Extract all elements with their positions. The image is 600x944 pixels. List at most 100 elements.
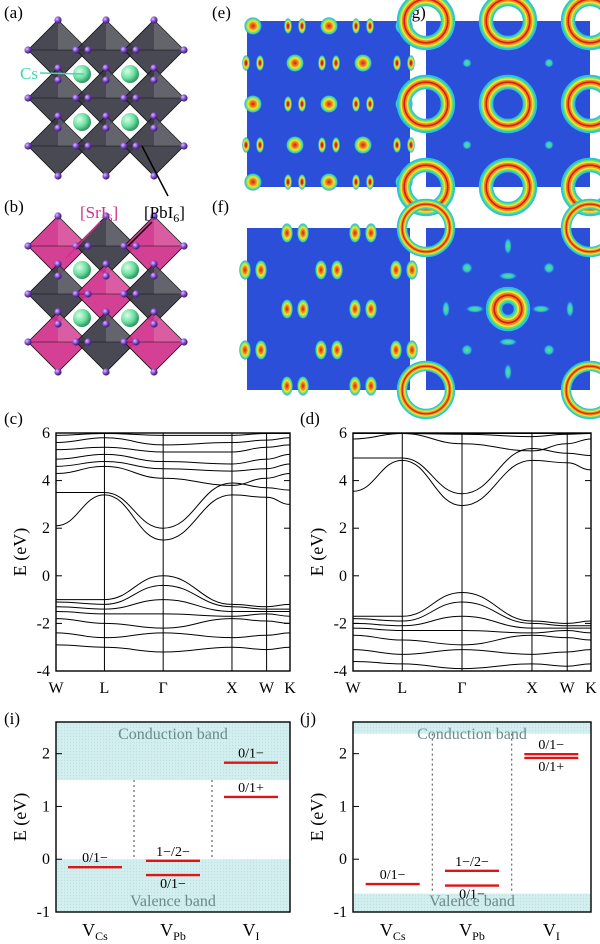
density-spot: [242, 55, 250, 71]
density-ring: [480, 159, 536, 215]
density-spot: [354, 136, 372, 154]
y-tick-label: 2: [339, 746, 347, 763]
kpoint-label: Γ: [457, 680, 466, 697]
density-spot: [315, 340, 327, 360]
density-ring: [489, 2, 527, 40]
density-ring: [491, 170, 525, 204]
panel-label-b: (b): [4, 197, 24, 216]
iodine-atom: [24, 242, 32, 250]
sri6-label: [SrI6]: [80, 203, 118, 225]
kpoint-label: W: [345, 680, 361, 697]
density-ring: [406, 1, 446, 41]
iodine-atom: [54, 124, 62, 132]
density-ring: [571, 2, 600, 40]
density-ring: [403, 0, 449, 44]
band-line: [55, 575, 291, 608]
defect-name: VI: [543, 920, 560, 943]
iodine-atom: [120, 242, 128, 250]
density-ring: [496, 297, 520, 321]
density-ring: [483, 79, 533, 129]
y-tick-label: 0: [339, 568, 347, 585]
y-tick-label: -4: [334, 663, 347, 680]
y-tick-label: 1: [42, 798, 50, 815]
density-ring: [396, 360, 456, 420]
density-ring: [486, 82, 530, 126]
defect-level-label: 0/1−: [380, 868, 406, 883]
density-ring: [404, 368, 448, 412]
density-ring: [561, 361, 600, 419]
band-line: [55, 618, 291, 629]
density-ring: [568, 206, 600, 250]
conduction-band-label: Conduction band: [118, 726, 228, 743]
density-ring: [570, 1, 600, 41]
conduction-band-region: [56, 722, 290, 781]
density-spot: [407, 137, 415, 153]
charge-density-map-f: [239, 223, 418, 396]
cs-label: Cs: [20, 64, 38, 83]
density-ring: [403, 81, 449, 127]
density-ring: [397, 361, 455, 419]
y-tick-label: 1: [339, 798, 347, 815]
density-ring: [405, 207, 447, 249]
density-ring: [478, 74, 538, 134]
band-line: [55, 644, 291, 653]
defect-name: VCs: [82, 920, 108, 943]
defect-level-label: 1−/2−: [455, 855, 489, 870]
density-ring: [566, 366, 600, 414]
y-tick-label: -2: [37, 615, 50, 632]
iodine-atom: [54, 76, 62, 84]
charge-density-map-g: [396, 0, 600, 217]
density-spot: [318, 55, 326, 71]
iodine-atom: [180, 46, 188, 54]
iodine-atom: [150, 16, 158, 24]
density-spot: [331, 340, 343, 360]
density-ring: [491, 292, 525, 326]
density-spot: [352, 18, 360, 34]
octahedron-facet: [106, 216, 136, 246]
iodine-atom: [72, 46, 80, 54]
density-ring: [398, 159, 454, 215]
sri6-pointer: [65, 221, 101, 259]
cs-pointer: [39, 72, 85, 75]
iodine-atom: [150, 64, 158, 72]
density-ring: [396, 0, 456, 51]
defect-subscript: Pb: [472, 929, 485, 943]
iodine-atom: [72, 142, 80, 150]
density-ring: [568, 368, 600, 412]
density-ring: [563, 77, 600, 131]
density-ring: [568, 0, 600, 43]
density-ring: [560, 0, 600, 51]
density-ring: [404, 0, 448, 43]
density-ring: [399, 0, 453, 48]
iodine-atom: [54, 64, 62, 72]
iodine-atom: [72, 94, 80, 102]
defect-subscript: Pb: [173, 929, 186, 943]
density-ring: [481, 0, 535, 48]
cs-atom: [121, 261, 139, 279]
density-spot: [544, 58, 554, 68]
density-ring: [397, 199, 455, 257]
iodine-atom: [102, 112, 110, 120]
density-ring: [403, 367, 449, 413]
y-axis-label: E (eV): [307, 528, 328, 576]
density-spot: [543, 262, 555, 274]
y-tick-label: 2: [339, 520, 347, 537]
iodine-atom: [72, 290, 80, 298]
iodine-atom: [84, 290, 92, 298]
kpoint-label: X: [526, 680, 538, 697]
density-ring: [399, 77, 453, 131]
density-ring: [564, 202, 600, 254]
density-ring: [560, 74, 600, 134]
crystal-structure-mixed: [24, 212, 188, 376]
pbi6-pointer-b: [127, 221, 153, 247]
density-ring: [396, 198, 456, 258]
octahedron-facet: [106, 68, 136, 98]
density-ring: [500, 301, 516, 317]
y-axis-label: E (eV): [10, 528, 31, 576]
density-ring: [488, 167, 528, 207]
density-ring: [562, 76, 600, 132]
density-ring: [478, 0, 538, 51]
density-ring: [565, 79, 600, 129]
